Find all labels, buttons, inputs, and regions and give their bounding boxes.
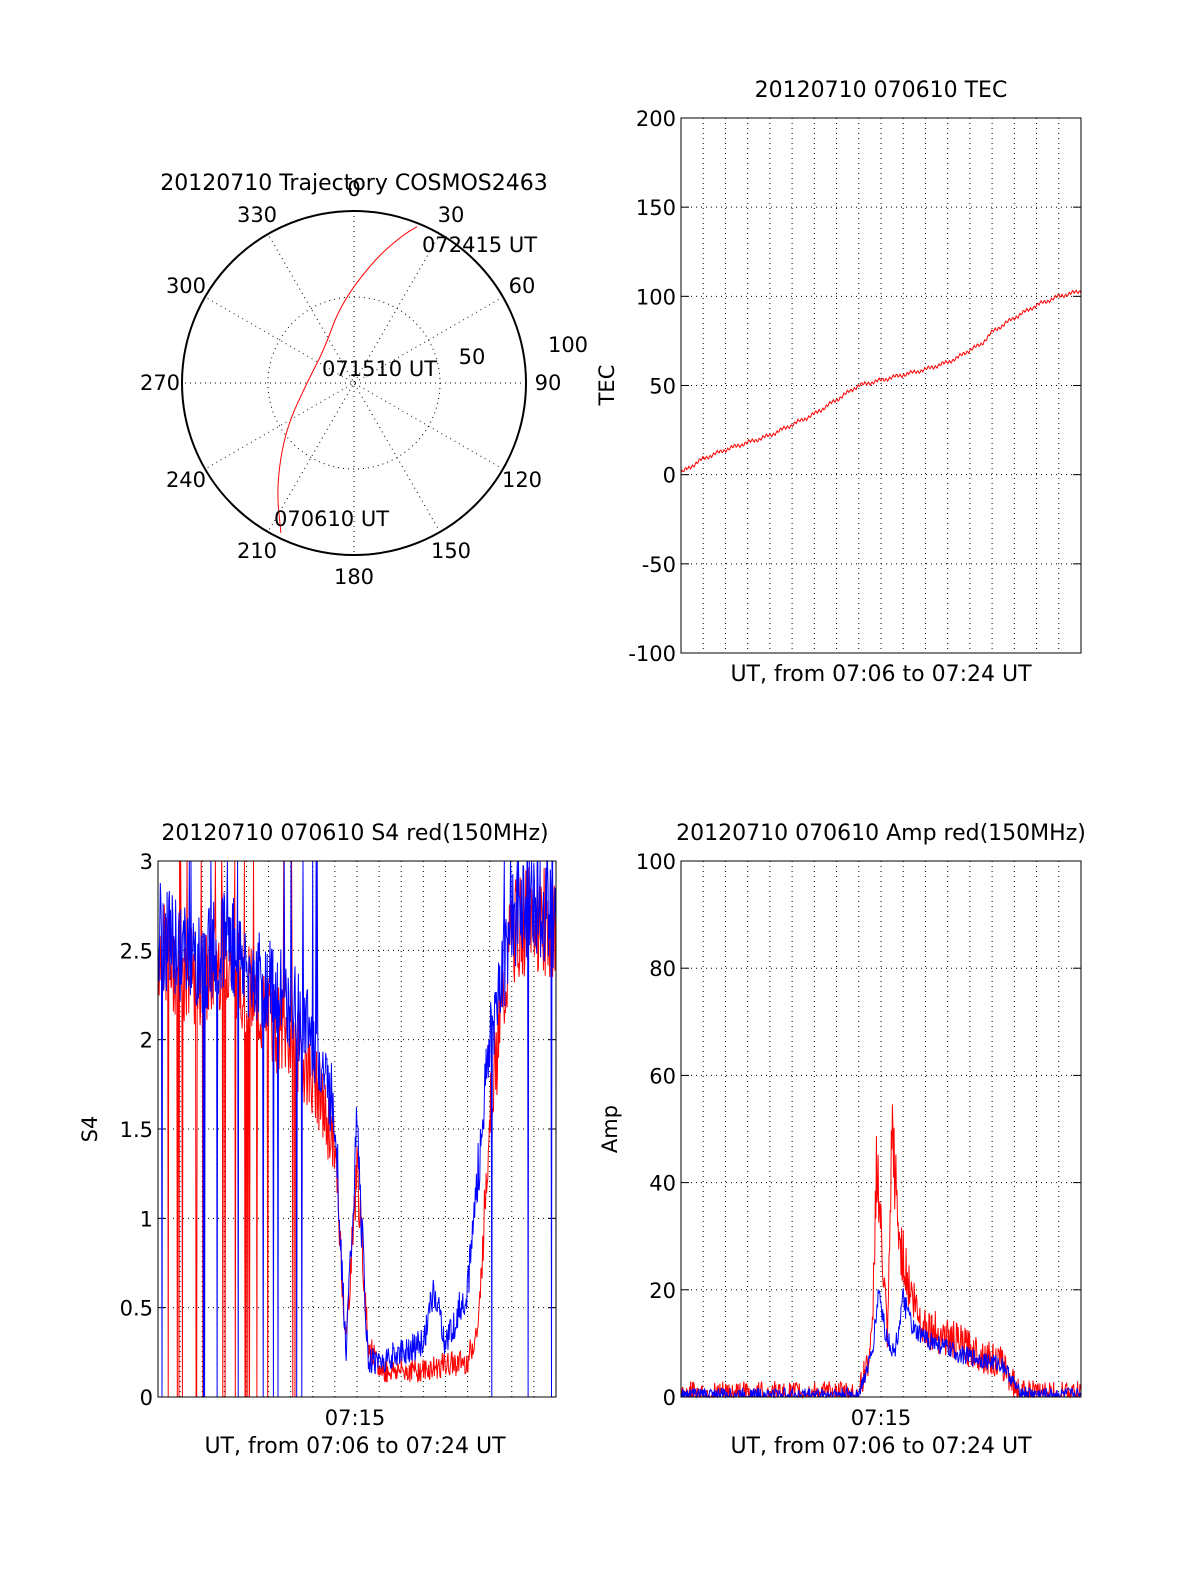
tec-series-line [680,289,1082,474]
polar-title: 20120710 Trajectory COSMOS2463 [160,171,547,196]
amp-plot-frame [680,860,1082,1398]
amp-ytick-label-40: 40 [649,1172,676,1196]
polar-spoke-120 [204,296,504,470]
s4-ytick-label-3: 3 [140,850,153,874]
tec-grid [681,117,1081,654]
polar-radius-label-50: 50 [459,345,486,369]
tec-ytick-label-100: 100 [636,285,676,309]
amp-red-series-line [680,1104,1082,1399]
amp-ytick-label-20: 20 [649,1279,676,1303]
tec-ytick-label--50: -50 [642,553,676,577]
annotation-start-time: 070610 UT [274,507,389,531]
polar-angle-label-0: 0 [347,177,360,201]
polar-angle-label-180: 180 [334,565,374,589]
s4-series [157,859,557,1398]
amp-grid [681,860,1081,1398]
tec-ytick-label-200: 200 [636,107,676,131]
amp-ytick-label-60: 60 [649,1064,676,1088]
annotation-end-time: 072415 UT [422,233,537,257]
amp-x-axis-label: UT, from 07:06 to 07:24 UT [730,1434,1032,1459]
amp-series [680,1104,1082,1399]
amp-ytick-label-0: 0 [663,1386,676,1410]
annotation-mid-time: 071510 UT [322,357,437,381]
trajectory-line [277,226,418,534]
s4-blue-series-line [157,859,557,1398]
polar-angle-label-240: 240 [166,468,206,492]
polar-trajectory-plot: 20120710 Trajectory COSMOS2463 0 30 60 90 12… [140,171,588,589]
polar-angle-label-210: 210 [237,539,277,563]
polar-grid-circle-50 [267,296,441,470]
polar-angle-label-30: 30 [438,203,465,227]
s4-ytick-label-1: 1 [140,1207,153,1231]
polar-spoke-30 [267,233,441,533]
polar-angle-label-270: 270 [140,371,180,395]
tec-y-axis-label: TEC [595,365,619,407]
s4-ytick-label-0.5: 0.5 [120,1297,153,1321]
s4-y-tick-labels: 3 2.5 2 1.5 1 0.5 0 [120,850,153,1410]
tec-ytick-label--100: -100 [628,642,676,666]
s4-title: 20120710 070610 S4 red(150MHz) [161,821,548,846]
polar-spoke-150 [267,233,441,533]
tec-ytick-label-0: 0 [663,464,676,488]
s4-x-axis-label: UT, from 07:06 to 07:24 UT [204,1434,506,1459]
polar-angle-label-330: 330 [237,203,277,227]
amp-blue-series-line [680,1288,1082,1399]
amp-y-tick-labels: 100 80 60 40 20 0 [636,850,676,1410]
s4-plot-frame [157,860,557,1398]
polar-spoke-60 [204,296,504,470]
s4-ytick-label-2: 2 [140,1029,153,1053]
tec-y-tick-labels: 200 150 100 50 0 -50 -100 [628,107,676,666]
polar-angle-label-300: 300 [166,274,206,298]
tec-ytick-label-150: 150 [636,196,676,220]
s4-ytick-label-0: 0 [140,1386,153,1410]
s4-y-axis-label: S4 [78,1116,102,1143]
polar-angle-label-90: 90 [535,371,562,395]
polar-outer-circle [181,210,527,556]
tec-title: 20120710 070610 TEC [755,78,1008,103]
s4-plot: 20120710 070610 S4 red(150MHz) 3 2.5 2 1.5 1… [78,821,557,1459]
tec-ytick-label-50: 50 [649,375,676,399]
amp-x-tick-label: 07:15 [851,1406,912,1430]
polar-angle-label-150: 150 [431,539,471,563]
polar-angle-label-60: 60 [509,274,536,298]
tec-x-axis-label: UT, from 07:06 to 07:24 UT [730,662,1032,687]
s4-ytick-label-1.5: 1.5 [120,1118,153,1142]
polar-angle-labels: 0 30 60 90 120 150 180 210 240 270 300 330 [140,177,561,589]
amp-ytick-label-80: 80 [649,957,676,981]
polar-grid [181,210,527,556]
amp-y-axis-label: Amp [598,1105,622,1153]
polar-radius-label-100: 100 [548,333,588,357]
amp-title: 20120710 070610 Amp red(150MHz) [676,821,1086,846]
tec-plot: 20120710 070610 TEC 200150100500-50-100 … [595,78,1082,687]
amp-ytick-label-100: 100 [636,850,676,874]
s4-ytick-label-2.5: 2.5 [120,939,153,963]
s4-x-tick-label: 07:15 [325,1406,386,1430]
tec-plot-frame [680,117,1082,654]
amp-plot: 20120710 070610 Amp red(150MHz) 100 80 60 4… [598,821,1086,1459]
polar-angle-label-120: 120 [502,468,542,492]
